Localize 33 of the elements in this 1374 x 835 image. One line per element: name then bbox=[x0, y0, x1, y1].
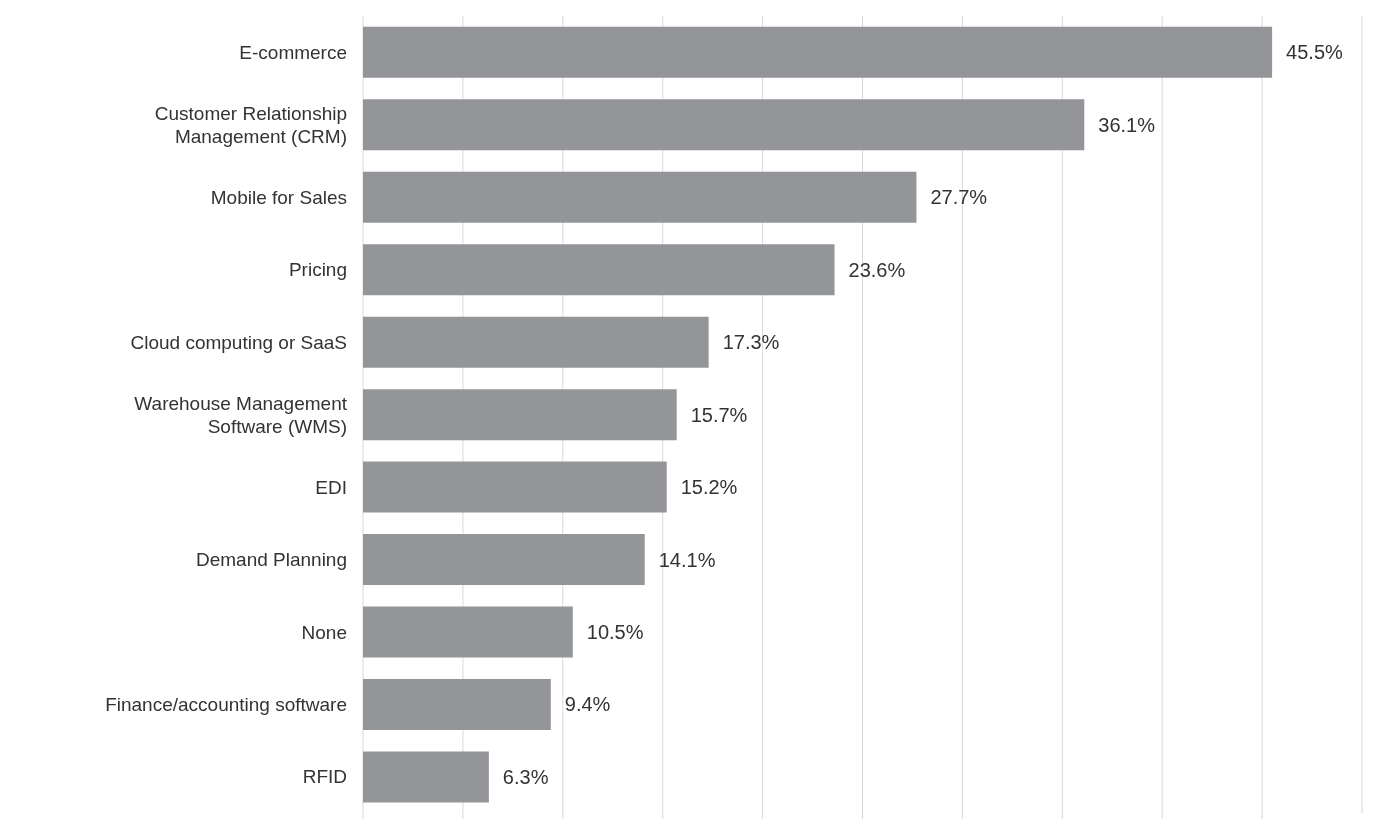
y-tick-label: Customer Relationship Management (CRM) bbox=[154, 102, 347, 147]
bar bbox=[363, 99, 1085, 151]
y-tick-label: Warehouse Management Software (WMS) bbox=[134, 392, 348, 437]
data-label: 10.5% bbox=[586, 621, 644, 643]
y-tick-label: E-commerce bbox=[239, 41, 347, 63]
bar bbox=[363, 316, 709, 368]
bar bbox=[363, 534, 645, 586]
bar bbox=[363, 751, 489, 803]
data-label: 14.1% bbox=[658, 548, 716, 571]
data-label: 27.7% bbox=[930, 186, 988, 209]
y-tick-label: EDI bbox=[315, 476, 347, 498]
y-tick-label: Pricing bbox=[288, 259, 347, 281]
data-label: 17.3% bbox=[722, 331, 780, 354]
y-tick-label: Demand Planning bbox=[195, 549, 347, 571]
bar bbox=[363, 26, 1273, 78]
y-tick-label: RFID bbox=[302, 766, 347, 788]
data-label: 6.3% bbox=[502, 765, 549, 788]
data-label: 23.6% bbox=[848, 258, 906, 281]
y-tick-label: Cloud computing or SaaS bbox=[130, 331, 347, 353]
data-label: 45.5% bbox=[1286, 41, 1344, 64]
bar bbox=[363, 606, 573, 658]
data-label: 9.4% bbox=[564, 693, 611, 716]
bar bbox=[363, 171, 917, 223]
bar bbox=[363, 389, 677, 441]
y-tick-label: Finance/accounting software bbox=[105, 693, 347, 715]
bar bbox=[363, 461, 667, 513]
y-tick-label: None bbox=[301, 621, 347, 643]
bar bbox=[363, 678, 551, 730]
bar bbox=[363, 244, 835, 296]
y-tick-label: Mobile for Sales bbox=[210, 186, 347, 208]
data-label: 15.2% bbox=[680, 476, 738, 499]
data-label: 36.1% bbox=[1098, 113, 1156, 136]
data-label: 15.7% bbox=[690, 403, 748, 426]
